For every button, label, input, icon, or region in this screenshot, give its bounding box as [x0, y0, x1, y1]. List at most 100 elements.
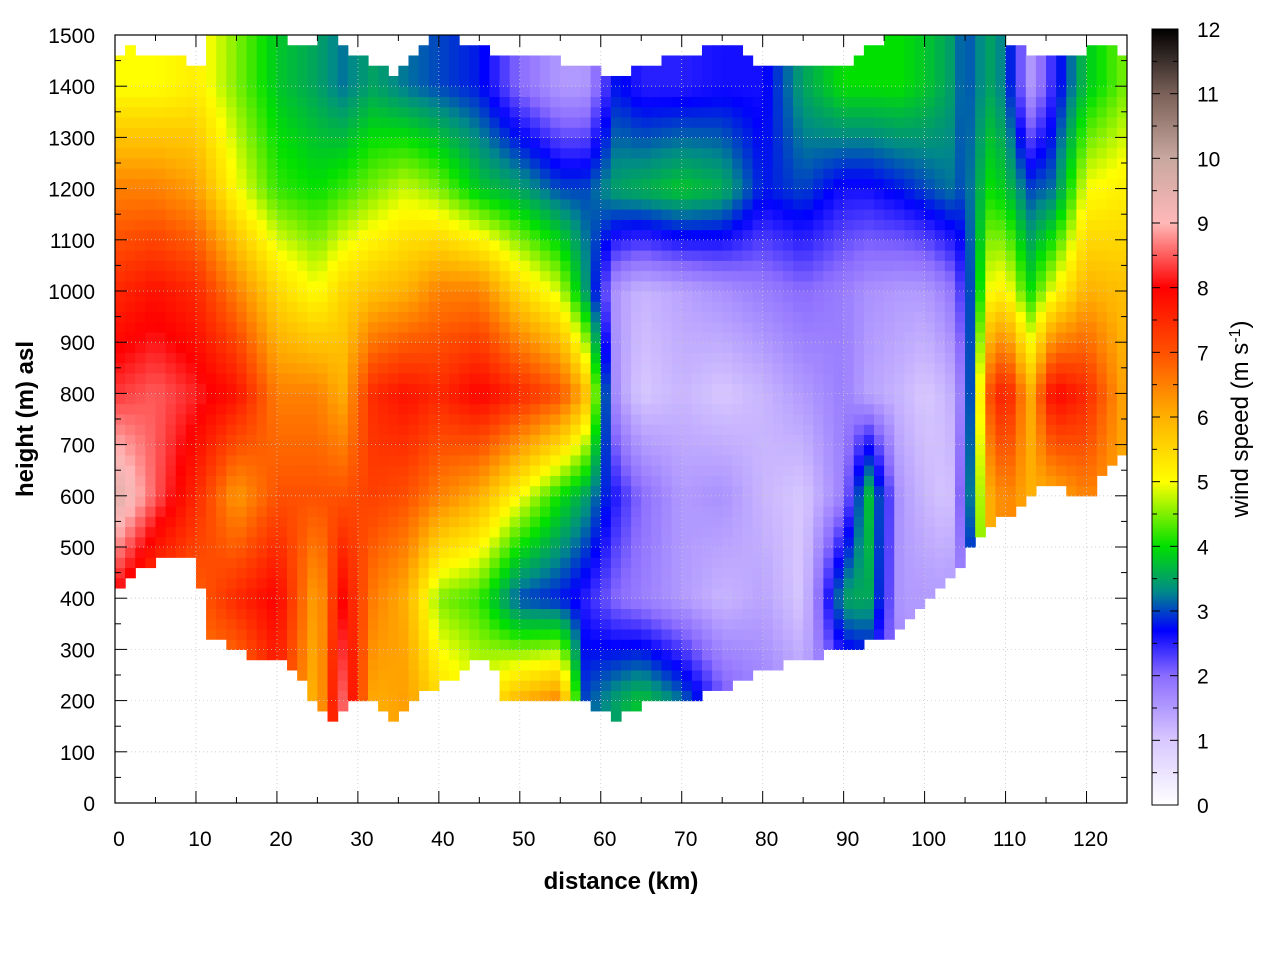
heatmap-cell	[509, 526, 521, 538]
heatmap-cell	[762, 495, 774, 507]
heatmap-cell	[762, 198, 774, 210]
heatmap-cell	[489, 280, 501, 292]
heatmap-cell	[590, 669, 602, 681]
heatmap-cell	[347, 311, 359, 323]
heatmap-cell	[701, 424, 713, 435]
heatmap-cell	[823, 577, 835, 589]
heatmap-cell	[904, 250, 916, 261]
heatmap-cell	[347, 434, 359, 446]
heatmap-cell	[894, 239, 905, 251]
heatmap-cell	[307, 352, 318, 364]
heatmap-cell	[155, 55, 167, 67]
heatmap-cell	[357, 424, 369, 435]
heatmap-cell	[509, 321, 521, 333]
heatmap-cell	[317, 700, 329, 712]
heatmap-cell	[631, 291, 642, 302]
heatmap-cell	[519, 239, 531, 251]
heatmap-cell	[378, 506, 389, 517]
heatmap-cell	[600, 454, 612, 466]
heatmap-cell	[398, 260, 410, 272]
heatmap-cell	[803, 239, 814, 251]
heatmap-cell	[155, 188, 167, 200]
heatmap-cell	[519, 331, 531, 343]
heatmap-cell	[479, 372, 491, 384]
heatmap-cell	[236, 229, 248, 241]
heatmap-cell	[287, 393, 298, 405]
heatmap-cell	[823, 86, 835, 98]
heatmap-cell	[529, 506, 541, 517]
heatmap-cell	[489, 608, 501, 620]
heatmap-cell	[894, 188, 905, 200]
heatmap-cell	[600, 577, 612, 589]
heatmap-cell	[378, 291, 389, 302]
heatmap-cell	[904, 342, 916, 354]
heatmap-cell	[388, 608, 399, 620]
heatmap-cell	[489, 209, 501, 220]
heatmap-cell	[681, 649, 693, 661]
heatmap-cell	[782, 321, 794, 333]
heatmap-cell	[216, 342, 227, 354]
heatmap-cell	[388, 331, 399, 343]
heatmap-cell	[519, 403, 531, 415]
heatmap-cell	[712, 444, 723, 456]
heatmap-cell	[701, 608, 713, 620]
heatmap-cell	[661, 475, 673, 487]
heatmap-cell	[742, 628, 754, 640]
heatmap-cell	[610, 331, 622, 343]
heatmap-cell	[762, 506, 774, 517]
heatmap-cell	[712, 106, 723, 118]
heatmap-cell	[712, 331, 723, 343]
heatmap-cell	[540, 475, 551, 487]
heatmap-cell	[671, 393, 683, 405]
heatmap-cell	[175, 188, 187, 200]
heatmap-cell	[853, 229, 865, 241]
heatmap-cell	[347, 516, 359, 528]
heatmap-cell	[671, 403, 683, 415]
heatmap-cell	[489, 618, 501, 630]
heatmap-cell	[722, 413, 733, 425]
heatmap-cell	[145, 291, 157, 302]
heatmap-cell	[145, 506, 157, 517]
heatmap-cell	[276, 35, 288, 46]
heatmap-cell	[651, 444, 663, 456]
heatmap-cell	[894, 168, 905, 179]
heatmap-cell	[813, 239, 824, 251]
heatmap-field	[115, 35, 1127, 722]
heatmap-cell	[610, 628, 622, 640]
heatmap-cell	[651, 598, 663, 610]
heatmap-cell	[357, 188, 369, 200]
heatmap-cell	[287, 55, 298, 67]
heatmap-cell	[155, 106, 167, 118]
heatmap-cell	[621, 444, 632, 456]
heatmap-cell	[236, 393, 248, 405]
heatmap-cell	[378, 536, 389, 548]
heatmap-cell	[560, 639, 571, 650]
heatmap-cell	[337, 86, 349, 98]
heatmap-cell	[914, 219, 926, 231]
heatmap-cell	[297, 516, 308, 528]
heatmap-cell	[246, 444, 258, 456]
heatmap-cell	[408, 106, 420, 118]
heatmap-cell	[641, 475, 652, 487]
heatmap-cell	[722, 188, 733, 200]
heatmap-cell	[580, 168, 592, 179]
heatmap-cell	[934, 383, 946, 394]
heatmap-cell	[408, 321, 420, 333]
heatmap-cell	[226, 598, 238, 610]
heatmap-cell	[671, 250, 683, 261]
heatmap-cell	[681, 106, 693, 118]
heatmap-cell	[904, 536, 916, 548]
heatmap-cell	[509, 106, 521, 118]
heatmap-cell	[803, 536, 814, 548]
heatmap-cell	[287, 291, 298, 302]
heatmap-cell	[772, 465, 784, 476]
heatmap-cell	[641, 321, 652, 333]
heatmap-cell	[772, 383, 784, 394]
heatmap-cell	[863, 536, 875, 548]
heatmap-cell	[428, 598, 440, 610]
heatmap-cell	[833, 516, 845, 528]
heatmap-cell	[843, 137, 855, 149]
heatmap-cell	[762, 209, 774, 220]
heatmap-cell	[145, 116, 157, 128]
heatmap-cell	[863, 403, 875, 415]
